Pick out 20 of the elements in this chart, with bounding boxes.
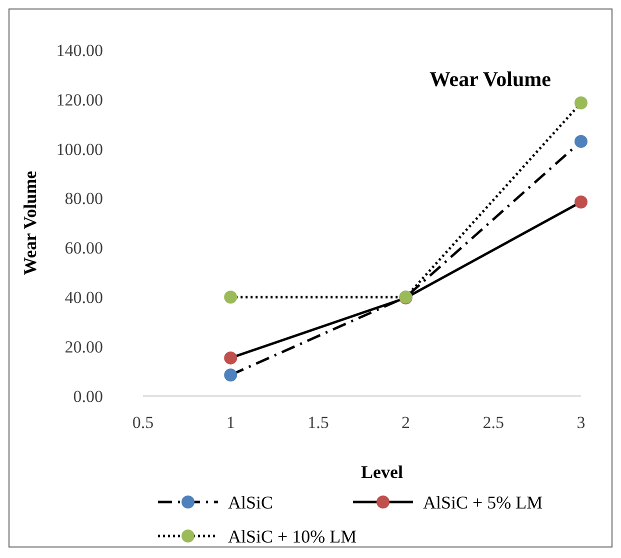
y-tick-label: 60.00 bbox=[64, 238, 103, 258]
x-tick-label: 2.5 bbox=[482, 413, 504, 432]
text: Wear Volume bbox=[429, 67, 551, 91]
legend-label: AlSiC + 10% LM bbox=[228, 526, 357, 546]
y-tick-label: 40.00 bbox=[64, 288, 103, 308]
y-tick-label: 100.00 bbox=[56, 140, 103, 159]
y-tick-label: 20.00 bbox=[64, 338, 103, 357]
x-tick-label: 2 bbox=[402, 413, 410, 432]
x-tick-label: 1 bbox=[226, 413, 235, 432]
legend-label: AlSiC bbox=[228, 492, 274, 512]
legend-label: AlSiC + 5% LM bbox=[423, 492, 543, 512]
y-tick-label: 0.00 bbox=[73, 386, 103, 406]
x-tick-label: 0.5 bbox=[132, 413, 154, 432]
y-axis-title: Wear Volume bbox=[20, 170, 40, 276]
x-axis-title: Level bbox=[361, 462, 403, 482]
y-tick-label: 80.00 bbox=[64, 189, 103, 208]
y-tick-label: 120.00 bbox=[56, 90, 103, 110]
y-tick-label: 140.00 bbox=[56, 40, 103, 60]
x-tick-label: 3 bbox=[576, 413, 586, 432]
x-tick-label: 1.5 bbox=[308, 413, 329, 432]
